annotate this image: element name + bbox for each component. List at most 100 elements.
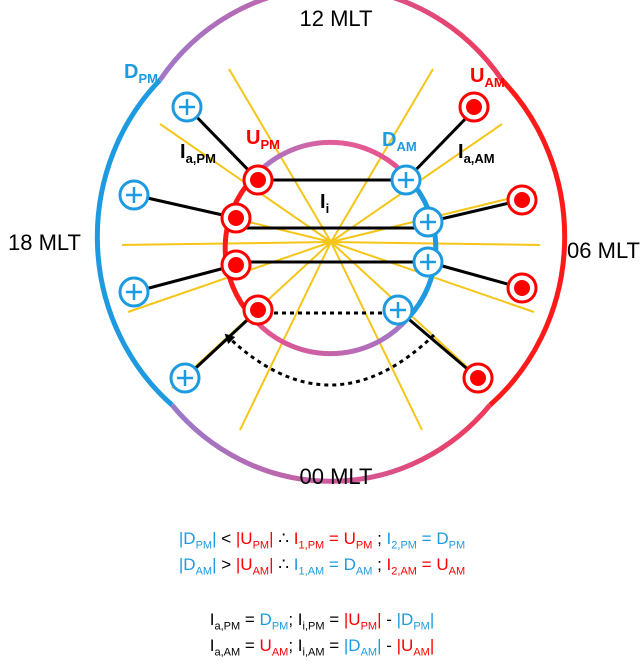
upward-current-symbol <box>242 164 274 196</box>
equation-subscript: AM <box>413 646 430 659</box>
equation-line-4: Ia,AM = UAM; Ii,AM = |DAM| - |UAM| <box>0 635 644 663</box>
symbol-dot <box>470 370 486 386</box>
equation-text: = D <box>324 555 356 574</box>
equation-text: ; <box>372 555 387 574</box>
equation-text: = <box>240 610 260 629</box>
equation-text: = D <box>416 529 449 548</box>
equation-subscript: AM <box>252 565 270 578</box>
equation-text: < <box>216 529 236 548</box>
equation-text: ; I <box>288 610 303 629</box>
mlt-label-top: 12 MLT <box>300 6 373 31</box>
equation-text: | <box>212 555 217 574</box>
equation-text: = <box>240 636 260 655</box>
equation-line-2: |DAM| > |UAM| ∴ I1,AM = DAM ; I2,AM = UA… <box>0 554 644 582</box>
equation-subscript: 2,PM <box>391 539 417 552</box>
equation-text: ; I <box>288 636 303 655</box>
inner-oval-left-arc <box>222 176 255 320</box>
equation-line-3: Ia,PM = DPM; Ii,PM = |UPM| - |DPM| <box>0 609 644 637</box>
equation-text: - <box>381 636 397 655</box>
current-arrow <box>185 105 260 182</box>
equation-text: | <box>377 636 382 655</box>
outer-oval-right-arc <box>488 78 568 407</box>
current-arrow <box>132 191 237 220</box>
equation-text: |D <box>343 636 361 655</box>
equation-subscript: AM <box>360 646 378 659</box>
equation-subscript: 2,AM <box>391 565 417 578</box>
label-main: I <box>320 191 326 213</box>
upward-current-symbol <box>220 202 252 234</box>
equation-subscript: AM <box>271 646 289 659</box>
downward-current-symbol <box>118 179 150 211</box>
equation-line-1: |DPM| < |UPM| ∴ I1,PM = UPM ; I2,PM = DP… <box>0 528 644 556</box>
mlt-label-left: 18 MLT <box>8 230 81 255</box>
equation-subscript: PM <box>355 539 373 552</box>
label-main: I <box>180 141 186 163</box>
inner-oval-right-arc <box>406 176 439 320</box>
current-arrow <box>132 263 237 295</box>
downward-current-symbol <box>412 206 444 238</box>
equation-subscript: 1,AM <box>298 565 325 578</box>
equation-text: I <box>386 529 392 548</box>
equation-subscript: PM <box>413 620 430 633</box>
current-arrow <box>427 260 524 291</box>
symbol-dot <box>250 302 266 318</box>
equation-text: > <box>216 555 236 574</box>
upward-current-symbol <box>506 272 538 304</box>
equation-subscript: AM <box>448 565 466 578</box>
equation-subscript: a,AM <box>214 646 241 659</box>
dotted-current-arrow <box>224 333 436 387</box>
downward-current-symbol <box>390 164 422 196</box>
symbol-dot <box>466 99 482 115</box>
equation-text: |D <box>178 555 196 574</box>
equation-text: | <box>429 636 435 655</box>
outer-oval-top-arc <box>157 0 505 82</box>
field-line <box>330 241 423 431</box>
equation-text: I <box>386 555 392 574</box>
equation-text: I <box>209 636 215 655</box>
downward-current-symbol <box>118 276 150 308</box>
equation-subscript: PM <box>360 620 378 633</box>
upward-current-symbol <box>462 362 494 394</box>
equation-text: |U <box>396 636 414 655</box>
equation-text: = <box>324 610 344 629</box>
equation-text: |U <box>235 529 253 548</box>
symbol-dot <box>250 172 266 188</box>
equation-text: ∴ <box>273 555 294 574</box>
label-main: I <box>458 141 464 163</box>
equation-subscript: AM <box>355 565 373 578</box>
mlt-label-bottom: 00 MLT <box>300 464 373 489</box>
current-arrows <box>132 105 524 387</box>
equation-subscript: PM <box>195 539 213 552</box>
outer-oval-bottom-arc <box>170 403 492 484</box>
equation-text: |D <box>178 529 196 548</box>
label-sub: PM <box>138 71 158 86</box>
label-main: D <box>124 61 138 83</box>
equation-subscript: i,PM <box>302 620 325 633</box>
current-arrow <box>397 308 480 380</box>
inner-oval-bottom-arc <box>251 316 410 357</box>
equation-text: ; <box>372 529 387 548</box>
current-arrow <box>183 308 260 380</box>
downward-current-symbol <box>171 91 203 123</box>
label-sub: AM <box>484 75 504 90</box>
equation-subscript: i,AM <box>302 646 325 659</box>
downward-current-symbol <box>382 294 414 326</box>
label-i-a-pm: Ia,PM <box>180 141 216 166</box>
equation-text: D <box>259 610 272 629</box>
equation-text: |U <box>235 555 253 574</box>
label-sub: a,AM <box>464 151 495 166</box>
equation-subscript: PM <box>252 539 270 552</box>
symbol-dot <box>514 192 530 208</box>
label-d-pm: DPM <box>124 61 158 86</box>
equation-subscript: 1,PM <box>298 539 325 552</box>
upward-current-symbol <box>506 184 538 216</box>
symbol-dot <box>514 280 530 296</box>
label-sub: i <box>326 201 330 216</box>
label-sub: a,PM <box>186 151 216 166</box>
equation-text: I <box>293 529 299 548</box>
upward-current-symbol <box>242 294 274 326</box>
equation-text: U <box>259 636 272 655</box>
outer-oval-left-arc <box>94 78 174 407</box>
upward-current-symbol <box>458 91 490 123</box>
